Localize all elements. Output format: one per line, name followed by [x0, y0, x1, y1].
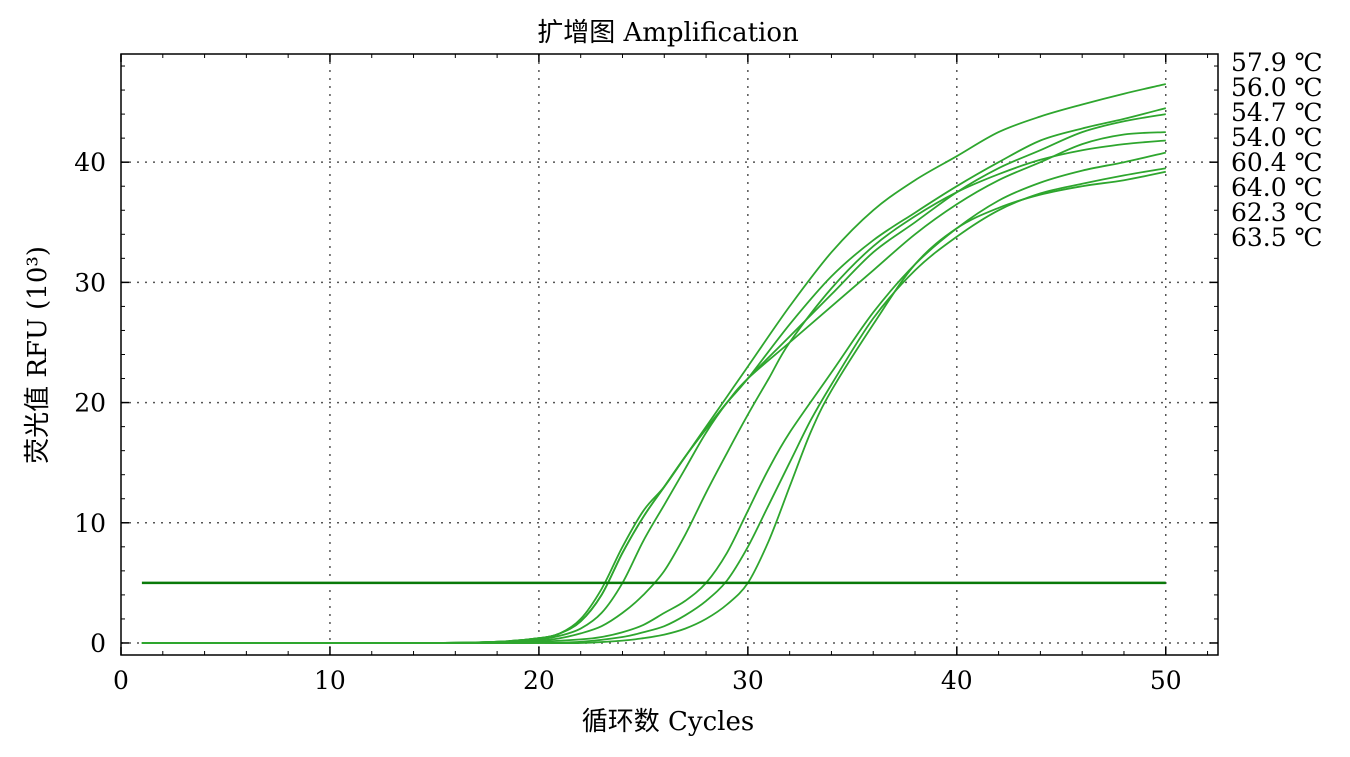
legend-entry-6: 62.3 ℃: [1231, 198, 1323, 227]
legend-entry-4: 60.4 ℃: [1231, 148, 1323, 177]
y-tick-label-1: 10: [74, 509, 106, 538]
legend-entry-2: 54.7 ℃: [1231, 98, 1323, 127]
series-line-7: [141, 170, 1166, 645]
series-line-5: [141, 151, 1167, 644]
series-line-4: [141, 139, 1166, 645]
x-axis-label: 循环数 Cycles: [582, 707, 754, 737]
x-tick-label-5: 50: [1150, 666, 1182, 695]
series-line-6: [141, 167, 1166, 644]
series-line-3: [141, 131, 1166, 644]
x-tick-label-4: 40: [941, 666, 973, 695]
series-line-0: [141, 83, 1167, 644]
y-axis-label: 荧光值 RFU (10³): [23, 246, 53, 464]
y-axis-ticks: 0 10 20 30 40: [74, 65, 1218, 658]
x-axis-ticks: 0 10 20 30 40 50: [113, 54, 1209, 695]
legend-entry-5: 64.0 ℃: [1231, 173, 1323, 202]
x-tick-label-2: 20: [523, 666, 555, 695]
y-tick-label-0: 0: [90, 629, 106, 658]
y-tick-label-4: 40: [74, 148, 106, 177]
legend-entry-1: 56.0 ℃: [1231, 73, 1323, 102]
series-line-1: [141, 107, 1167, 644]
y-tick-label-2: 20: [74, 389, 106, 418]
legend: 57.9 ℃56.0 ℃54.7 ℃54.0 ℃60.4 ℃64.0 ℃62.3…: [1231, 48, 1323, 252]
legend-entry-0: 57.9 ℃: [1231, 48, 1323, 77]
legend-entry-3: 54.0 ℃: [1231, 123, 1323, 152]
series-layer: [141, 83, 1167, 645]
x-tick-label-1: 10: [314, 666, 346, 695]
x-tick-label-3: 30: [732, 666, 764, 695]
chart-title: 扩增图 Amplification: [537, 18, 799, 48]
y-tick-label-3: 30: [74, 268, 106, 297]
x-tick-label-0: 0: [113, 666, 129, 695]
legend-entry-7: 63.5 ℃: [1231, 223, 1323, 252]
